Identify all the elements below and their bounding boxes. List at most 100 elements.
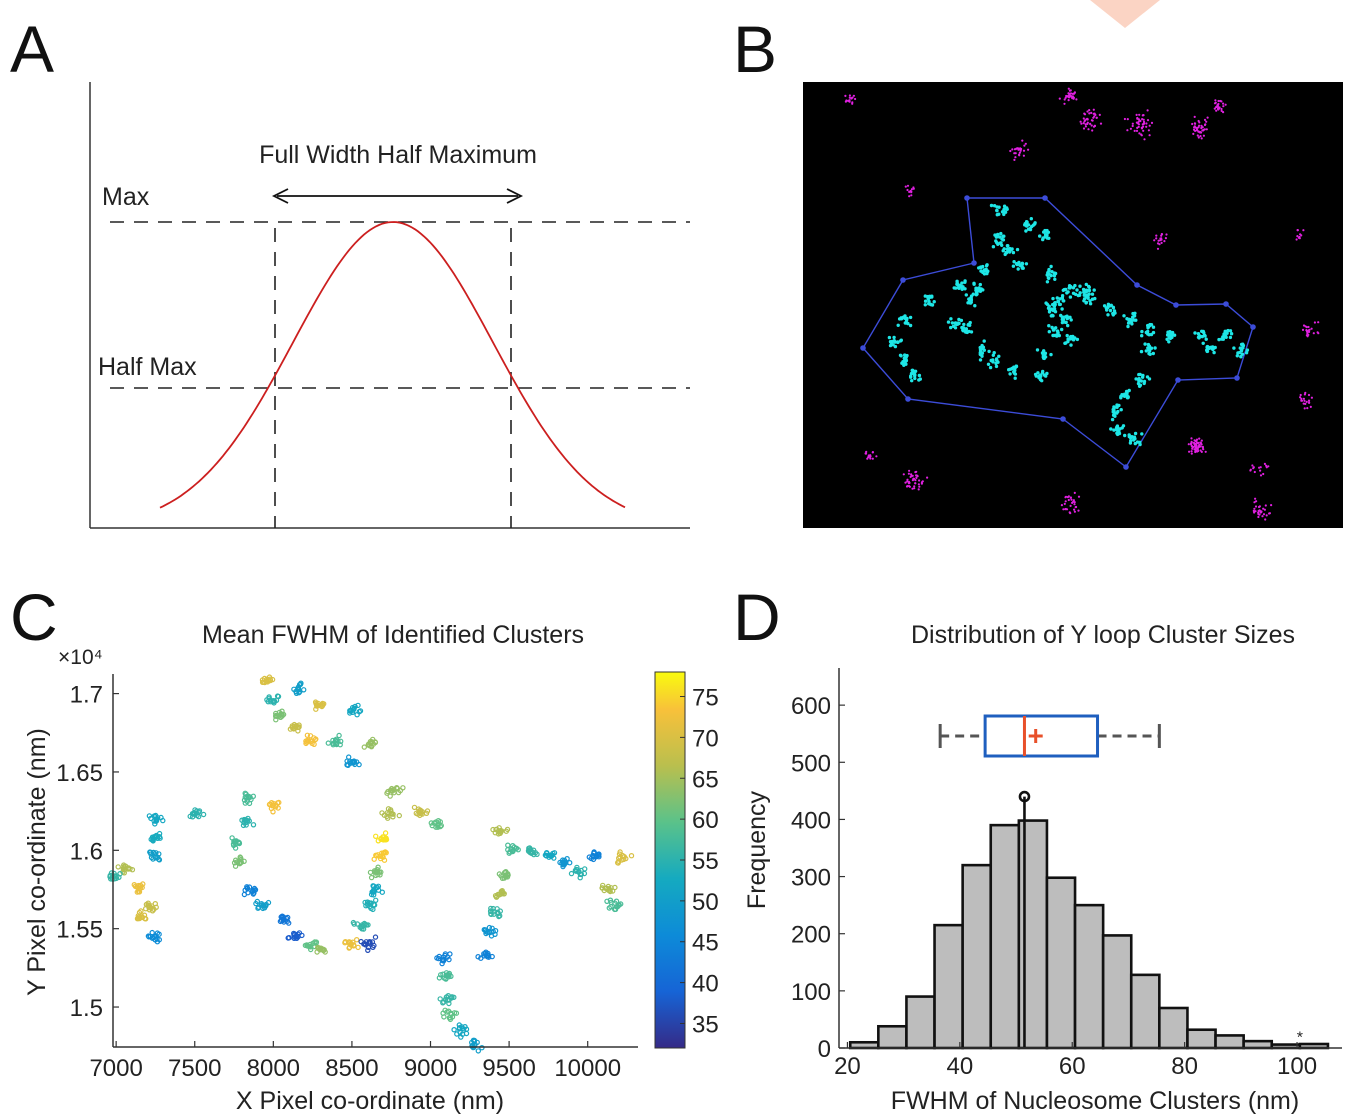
cluster-point [349,709,356,716]
magenta-point [1302,397,1305,400]
magenta-point [1082,117,1085,120]
magenta-point [1201,129,1205,132]
cyan-point [971,292,975,296]
cyan-point [1115,424,1120,428]
magenta-point [1317,332,1320,335]
cyan-point [1140,329,1144,334]
magenta-point [1252,509,1255,512]
cluster-point [362,899,368,906]
cyan-point [985,270,990,274]
cyan-point [1087,284,1091,289]
magenta-point [1197,449,1200,453]
cluster-point [140,881,146,887]
magenta-point [1270,504,1273,507]
cyan-point [1244,351,1249,355]
histogram-bar [1158,1006,1189,1050]
magenta-point [1027,148,1030,151]
max-label: Max [102,183,150,211]
magenta-point [1060,504,1063,507]
cyan-point [1245,348,1250,352]
magenta-point [1296,229,1299,232]
magenta-point [1260,511,1263,514]
magenta-point [1063,102,1066,105]
cyan-point [1092,288,1096,292]
cyan-point [997,212,1001,216]
cyan-point [1055,296,1060,300]
histogram-bars [848,790,1330,1050]
magenta-point [844,94,847,97]
cyan-point [1142,381,1146,386]
y-tick-label: 1.7 [70,682,103,709]
cyan-point [1057,302,1062,307]
cluster-point [411,804,418,811]
magenta-point [1308,401,1311,404]
magenta-point [1249,469,1252,472]
cyan-point [972,281,976,285]
cyan-point [1223,329,1227,333]
magenta-point [911,474,914,477]
cluster-point [245,815,251,822]
magenta-point [1148,134,1151,137]
cyan-point [1065,291,1069,295]
magenta-point [1139,119,1142,123]
cyan-point [1132,318,1136,322]
magenta-point [1160,241,1163,244]
hull-vertex [860,345,866,351]
magenta-point [1254,505,1258,508]
cluster-point [279,913,285,919]
cluster-point [451,994,457,1001]
cluster-point [595,852,602,859]
magenta-point [1099,122,1103,125]
magenta-point [1201,446,1204,449]
magenta-point [1258,505,1261,508]
cyan-point [981,345,986,349]
cyan-point [1034,374,1039,378]
magenta-point [1067,498,1070,502]
magenta-point [1255,500,1258,503]
cyan-point [1013,376,1017,380]
cluster-point [459,1024,465,1030]
magenta-point [1064,496,1067,499]
cluster-point [369,739,375,745]
chart-c-y-ticks: 1.5 1.55 1.6 1.65 1.7 [56,682,119,1022]
cyan-point [1041,354,1046,359]
cyan-point [910,379,914,383]
magenta-point [1301,328,1305,331]
cyan-point [1204,337,1208,341]
chart-d-y-ticks: 0 100 200 300 400 500 600 [791,693,845,1063]
cyan-point [1051,333,1055,338]
cyan-point [1010,247,1014,251]
magenta-point [1067,87,1070,90]
histogram-bar [877,1024,908,1050]
cluster-point [451,1026,457,1033]
cluster-point [443,970,450,976]
cyan-point [1063,315,1068,319]
cyan-point [1058,297,1062,301]
cluster-point [603,885,610,892]
x-tick-label: 80 [1171,1053,1198,1080]
cluster-point [424,808,431,814]
magenta-point [1126,118,1129,121]
cluster-point [344,762,350,768]
magenta-point [854,97,857,101]
magenta-point [1195,444,1198,447]
cyan-point [1235,354,1240,358]
magenta-point [1009,149,1012,153]
magenta-point [1224,103,1227,106]
magenta-point [1092,108,1095,111]
hull-vertex [964,195,970,201]
magenta-point [1079,120,1082,123]
magenta-point [1133,129,1136,132]
cluster-point [458,1034,464,1040]
cluster-point [121,867,127,873]
cluster-point [136,915,143,922]
cluster-point [377,855,384,862]
cyan-point [1228,329,1233,333]
magenta-point [915,474,918,477]
corner-decoration [1090,0,1160,28]
cluster-point [428,820,434,826]
cyan-point [903,353,907,357]
cyan-point [1002,208,1006,212]
cluster-point [273,710,279,717]
cluster-point [486,924,493,931]
